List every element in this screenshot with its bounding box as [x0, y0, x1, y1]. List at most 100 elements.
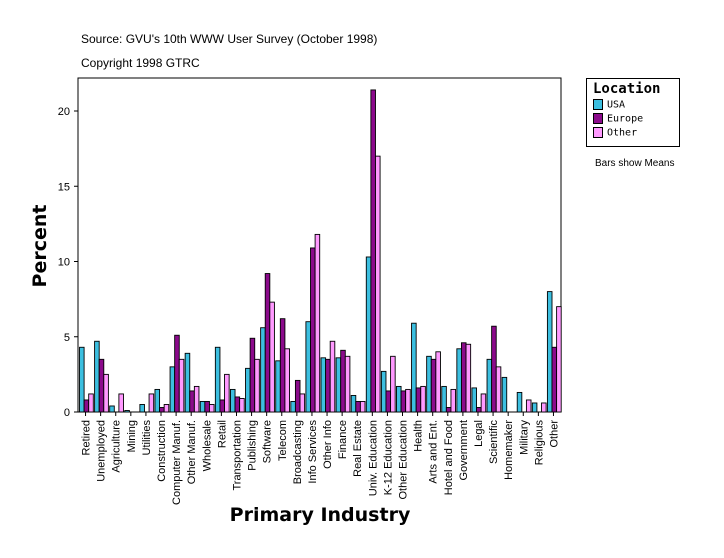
bar-other	[390, 355, 396, 413]
bar-usa	[245, 367, 251, 413]
legend-title: Location	[593, 81, 661, 97]
bar-usa	[109, 405, 115, 413]
bar-europe	[340, 349, 346, 413]
bar-other	[269, 301, 275, 413]
y-tick-label: 15	[58, 181, 70, 193]
x-tick-label: Homemaker	[503, 420, 515, 480]
bar-usa	[290, 401, 296, 413]
bar-europe	[204, 401, 210, 413]
bar-usa	[531, 402, 538, 413]
bar-europe	[325, 358, 331, 413]
bar-europe	[460, 342, 467, 413]
bar-usa	[260, 327, 266, 413]
x-tick-label: Other Info	[322, 420, 334, 469]
bar-other	[375, 155, 381, 413]
bar-usa	[411, 322, 417, 413]
y-axis-title: Percent	[29, 205, 51, 288]
bar-usa	[124, 410, 130, 413]
bar-other	[88, 393, 94, 413]
copyright-note: Copyright 1998 GTRC	[81, 56, 200, 70]
legend-label: Europe	[607, 113, 644, 125]
bar-other	[329, 340, 336, 413]
bar-usa	[441, 385, 447, 413]
bar-usa	[350, 394, 357, 413]
bar-usa	[199, 401, 206, 413]
legend-item-other: Other	[593, 127, 637, 139]
bar-europe	[551, 346, 558, 413]
y-tick-label: 5	[64, 332, 70, 344]
bar-usa	[546, 291, 553, 413]
bar-usa	[139, 404, 145, 413]
bar-europe	[370, 89, 376, 413]
bar-usa	[229, 388, 236, 413]
bars-note: Bars show Means	[595, 158, 675, 169]
x-tick-label: Univ. Education	[367, 420, 379, 496]
bar-usa	[214, 346, 221, 413]
bar-europe	[189, 390, 195, 413]
bar-europe	[294, 379, 301, 413]
bar-europe	[476, 407, 482, 413]
bar-europe	[445, 407, 452, 413]
bar-other	[541, 402, 547, 413]
bar-usa	[169, 366, 176, 413]
x-tick-label: Legal	[473, 420, 485, 447]
bar-other	[163, 404, 170, 413]
bar-usa	[184, 352, 191, 413]
bar-other	[254, 358, 260, 413]
bar-europe	[430, 358, 437, 413]
x-tick-label: Telecom	[277, 420, 289, 461]
x-tick-label: Wholesale	[201, 420, 213, 471]
bar-usa	[501, 376, 508, 413]
bar-other	[495, 366, 502, 413]
bar-other	[193, 385, 200, 413]
y-tick-label: 20	[58, 106, 70, 118]
bar-europe	[491, 325, 497, 413]
x-tick-label: Retail	[216, 420, 228, 448]
bar-europe	[219, 399, 225, 413]
x-tick-label: K-12 Education	[382, 420, 394, 495]
legend: Location USA Europe Other	[586, 78, 680, 147]
bar-other	[435, 351, 441, 413]
legend-item-europe: Europe	[593, 113, 643, 125]
bar-other	[420, 385, 426, 413]
legend-label: USA	[607, 99, 626, 111]
x-tick-label: Finance	[337, 420, 349, 459]
bar-other	[284, 348, 290, 413]
bar-usa	[486, 358, 493, 413]
bar-europe	[234, 396, 241, 413]
y-tick-label: 0	[64, 407, 70, 419]
bar-usa	[335, 357, 342, 413]
x-tick-label: Software	[262, 420, 274, 463]
bar-europe	[415, 387, 422, 413]
legend-label: Other	[607, 127, 638, 139]
x-tick-label: Transportation	[231, 420, 243, 491]
bar-other	[450, 388, 457, 413]
x-tick-label: Retired	[81, 420, 93, 455]
legend-swatch	[593, 113, 603, 124]
x-tick-label: Hotel and Food	[443, 420, 455, 495]
x-tick-label: Computer Manuf.	[171, 420, 183, 505]
bar-europe	[310, 247, 316, 413]
x-tick-label: Health	[413, 420, 425, 452]
bar-other	[314, 233, 321, 413]
bar-other	[224, 373, 230, 413]
legend-swatch	[593, 127, 603, 138]
bar-other	[405, 388, 411, 413]
x-tick-label: Real Estate	[352, 420, 364, 477]
x-tick-label: Arts and Ent.	[428, 420, 440, 484]
bar-usa	[365, 256, 372, 413]
x-tick-label: Government	[458, 420, 470, 481]
x-tick-label: Mining	[126, 420, 138, 452]
bar-usa	[320, 357, 327, 413]
bar-usa	[456, 348, 462, 413]
bar-usa	[471, 387, 477, 413]
bar-other	[465, 343, 472, 413]
bar-other	[148, 393, 155, 413]
bar-other	[359, 401, 366, 413]
bar-other	[103, 373, 109, 413]
x-tick-label: Utilities	[141, 420, 153, 456]
x-tick-label: Other	[548, 420, 560, 448]
x-tick-label: Info Services	[307, 420, 319, 484]
bar-other	[299, 393, 306, 413]
bar-other	[525, 399, 532, 413]
